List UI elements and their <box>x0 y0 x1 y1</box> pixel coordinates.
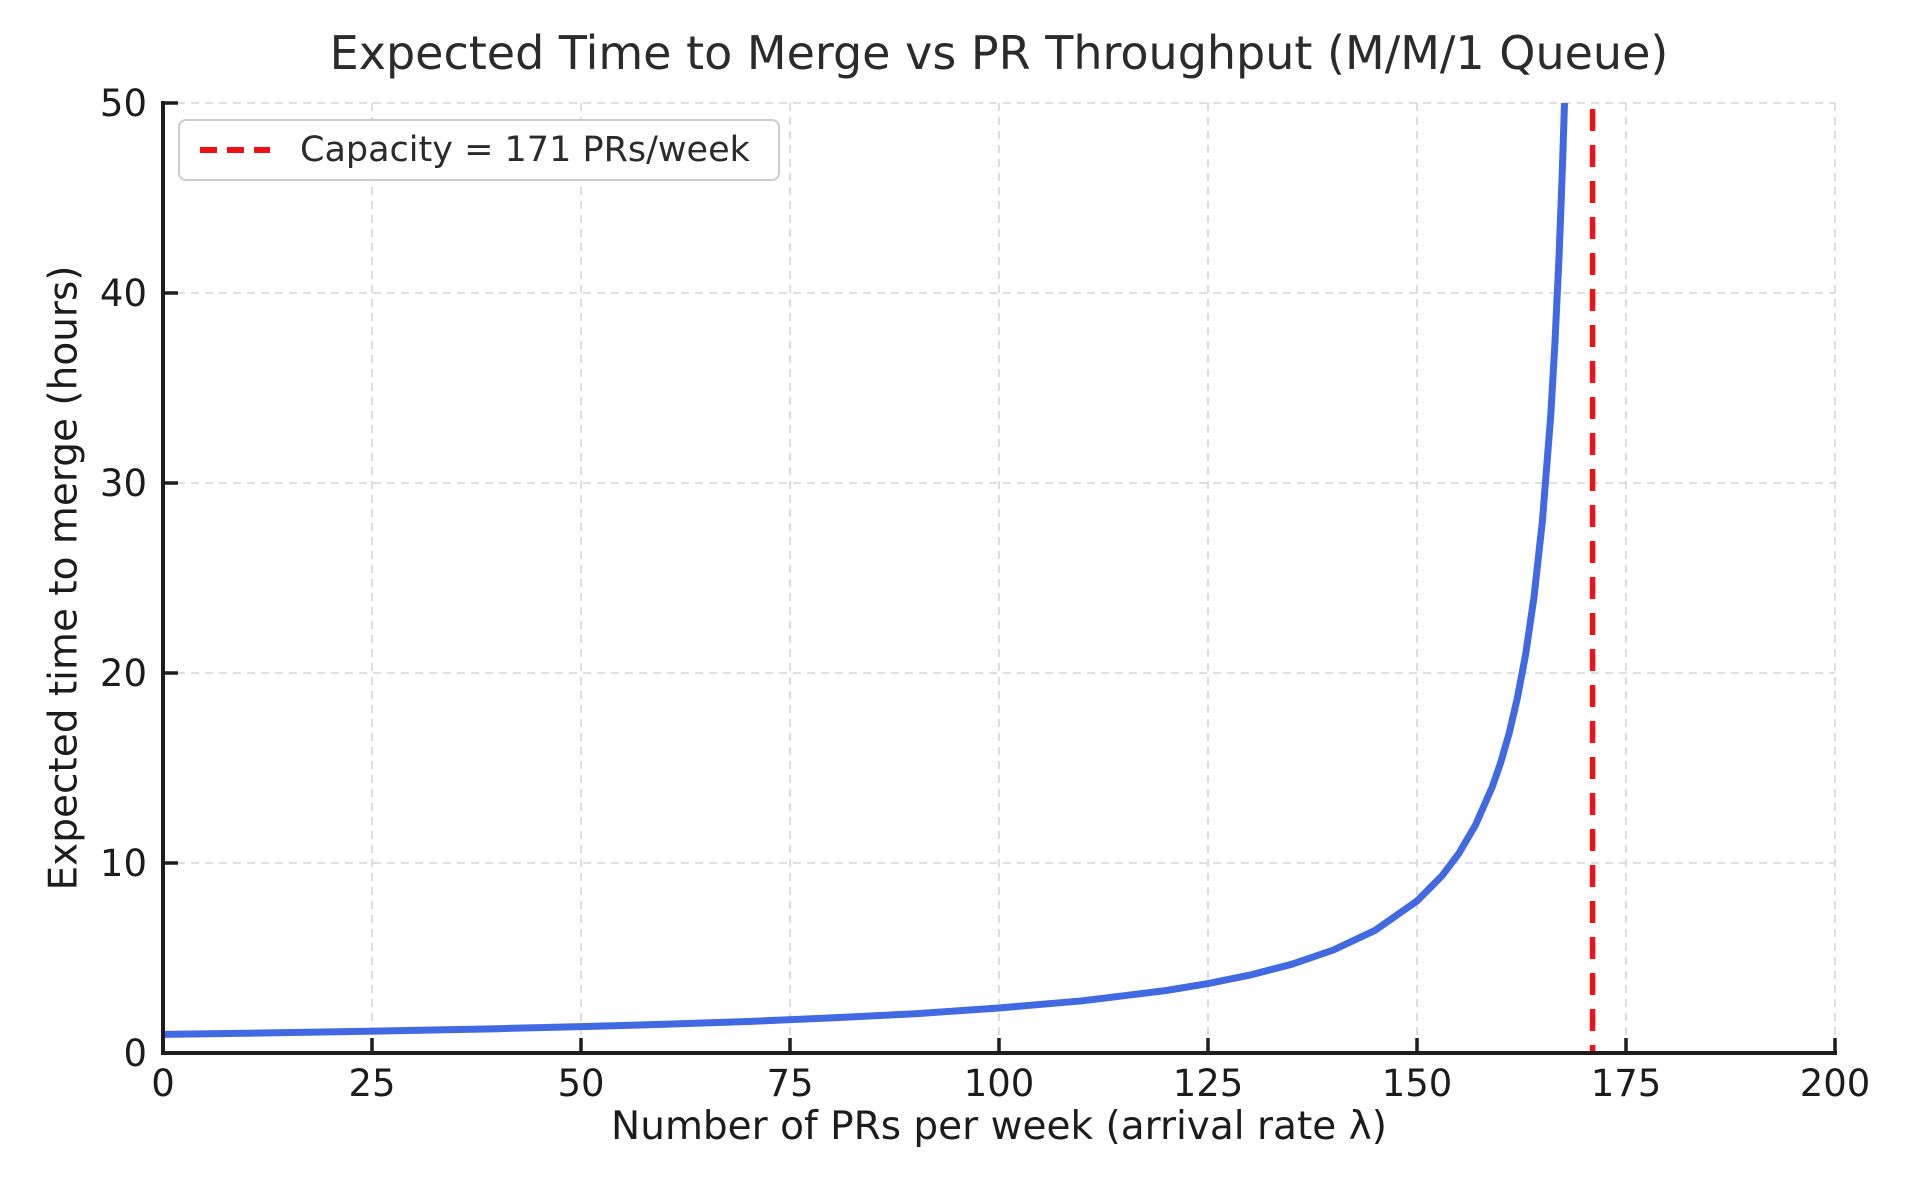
legend: Capacity = 171 PRs/week <box>178 119 780 181</box>
x-tick-label-125: 125 <box>1173 1062 1244 1105</box>
y-tick-label-10: 10 <box>100 842 147 885</box>
legend-label: Capacity = 171 PRs/week <box>300 130 750 170</box>
x-tick-label-150: 150 <box>1382 1062 1453 1105</box>
y-axis-label: Expected time to merge (hours) <box>41 265 87 891</box>
y-tick-label-50: 50 <box>100 82 147 125</box>
y-tick-label-0: 0 <box>123 1032 147 1075</box>
y-tick-label-20: 20 <box>100 652 147 695</box>
x-axis-label: Number of PRs per week (arrival rate λ) <box>611 1104 1387 1149</box>
x-tick-label-25: 25 <box>348 1062 395 1105</box>
curve-line <box>163 103 1568 1038</box>
x-tick-label-200: 200 <box>1800 1062 1871 1105</box>
chart-title: Expected Time to Merge vs PR Throughput … <box>329 26 1669 80</box>
x-tick-label-100: 100 <box>964 1062 1035 1105</box>
x-tick-label-50: 50 <box>557 1062 604 1105</box>
x-tick-label-175: 175 <box>1591 1062 1662 1105</box>
y-tick-label-40: 40 <box>100 272 147 315</box>
y-tick-label-30: 30 <box>100 462 147 505</box>
legend-dash-swatch <box>200 147 270 153</box>
x-tick-label-75: 75 <box>766 1062 813 1105</box>
x-tick-label-0: 0 <box>151 1062 175 1105</box>
